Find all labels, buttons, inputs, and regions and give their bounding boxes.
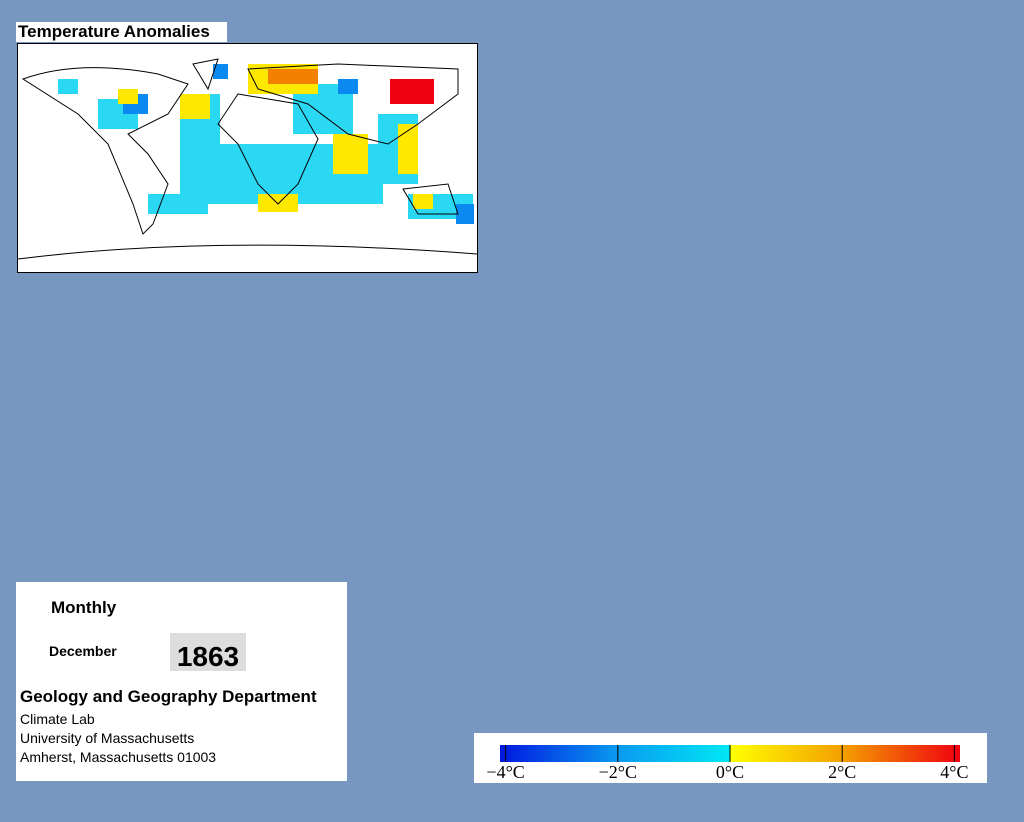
info-line: Climate Lab [20, 711, 95, 727]
tick-label: −4°C [486, 762, 524, 782]
map-image [17, 58, 478, 260]
info-panel: Monthly December 1863 Geology and Geogra… [16, 582, 347, 781]
map [17, 43, 478, 273]
info-line: University of Massachusetts [20, 730, 195, 746]
map-title: Temperature Anomalies [16, 22, 227, 42]
tick-label: 2°C [828, 762, 856, 782]
tick-label: 0°C [716, 762, 744, 782]
info-line: Amherst, Massachusetts 01003 [20, 749, 217, 765]
department: Geology and Geography Department [20, 687, 317, 706]
tick-label: −2°C [599, 762, 637, 782]
tick-label: 4°C [940, 762, 968, 782]
colorbar-panel: −4°C −2°C 0°C 2°C 4°C [474, 733, 987, 783]
month: December [49, 643, 117, 659]
period: Monthly [51, 598, 117, 617]
colorbar: −4°C −2°C 0°C 2°C 4°C [486, 745, 968, 782]
year: 1863 [170, 633, 246, 671]
